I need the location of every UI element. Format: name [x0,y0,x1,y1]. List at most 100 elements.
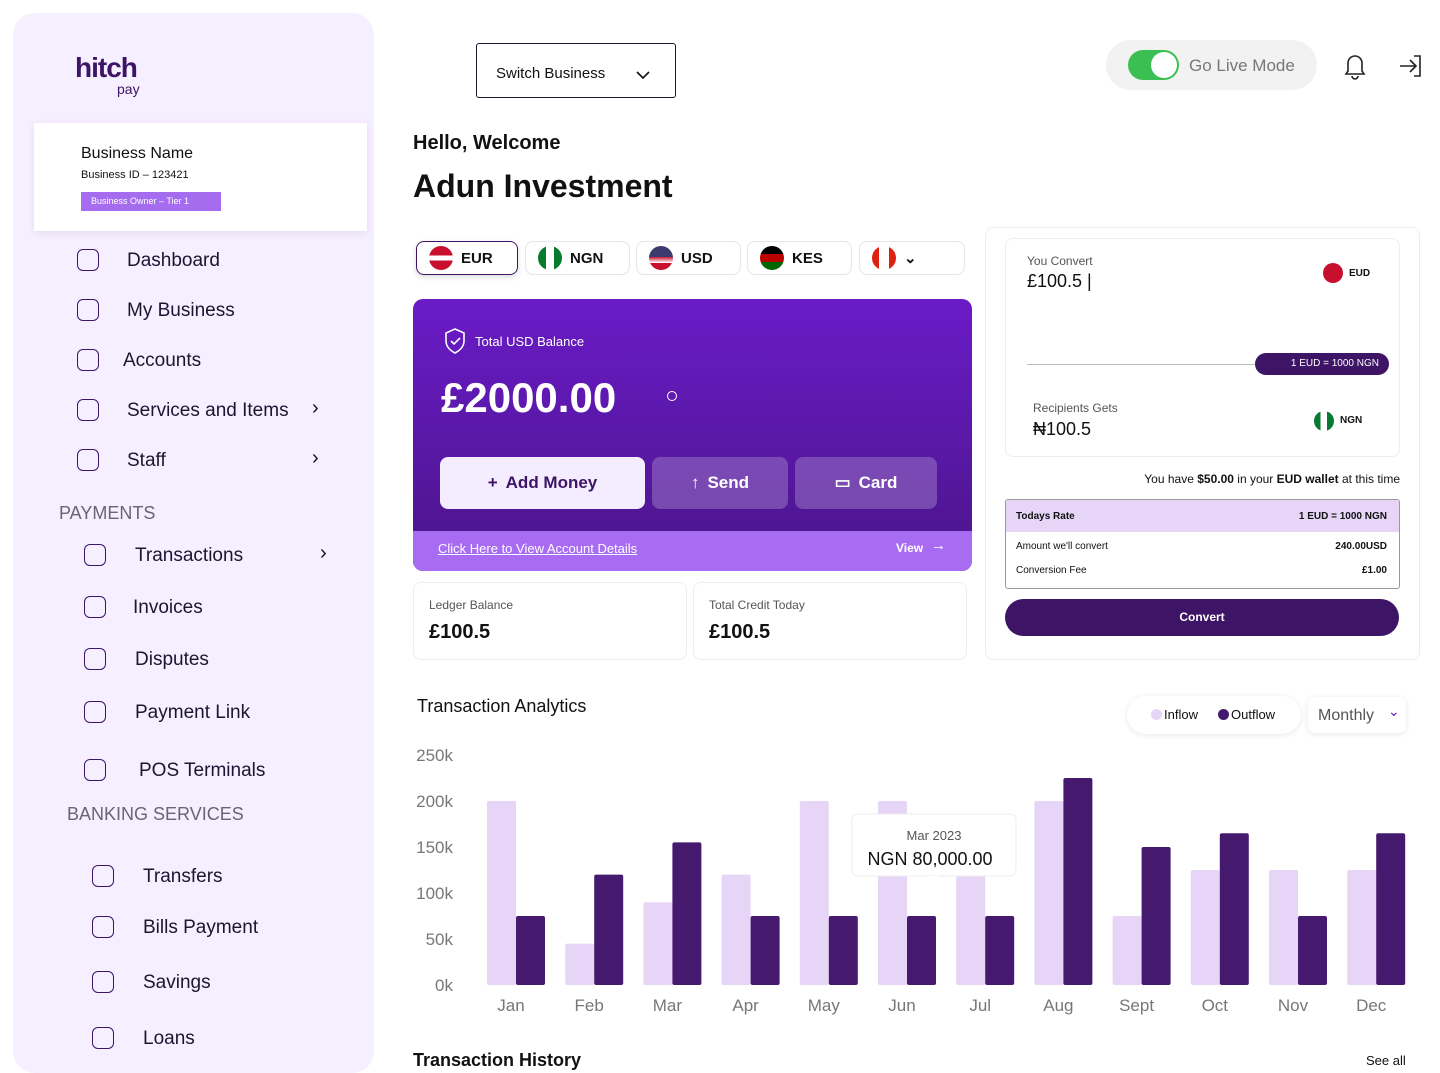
switch [1128,50,1179,80]
credit-value: £100.5 [709,621,771,643]
see-all[interactable]: See all [1366,1053,1406,1068]
menu-label: Payment Link [135,702,251,723]
account-link[interactable]: Click Here to View Account Details [438,541,638,556]
menu-item[interactable]: Savings [40,963,350,1003]
y-tick-label: 100k [416,884,453,903]
currency-tab[interactable]: KES [747,241,852,275]
card-button[interactable]: ▭ Card [795,457,937,509]
account-strip: Click Here to View Account Details View … [413,531,972,571]
wallet-note: You have $50.00 in your EUD wallet at th… [1144,472,1400,486]
currency-tab[interactable]: NGN [525,241,630,275]
to-currency[interactable]: NGN [1340,415,1363,426]
menu-icon [84,648,106,670]
menu-item[interactable]: Bills Payment [40,908,350,948]
y-tick-label: 150k [416,838,453,857]
flag [1314,411,1334,431]
menu-item[interactable]: Accounts [40,341,350,381]
divider [1027,364,1255,365]
bar [643,902,673,985]
chevron: › [312,397,319,419]
send-button[interactable]: ↑ Send [652,457,788,509]
rate-key: Amount we'll convert [1016,541,1108,552]
x-tick-label: Oct [1202,996,1229,1015]
menu-label: Transactions [135,545,244,566]
chevron: ⌄ [1388,703,1400,719]
bar [1034,801,1064,985]
recipient-label: Recipients Gets [1033,401,1118,415]
ledger-value: £100.5 [429,621,491,643]
bar [1112,916,1142,985]
bar [1376,833,1406,985]
menu-item[interactable]: My Business [40,291,350,331]
bar [565,943,595,985]
flag [1323,263,1343,283]
convert-amount[interactable]: £100.5 | [1027,271,1092,291]
x-tick-label: Sept [1119,996,1154,1015]
logout-icon[interactable] [1398,54,1424,78]
credit-label: Total Credit Today [709,598,805,612]
y-tick-label: 200k [416,792,453,811]
period-select[interactable]: Monthly ⌄ [1308,697,1406,733]
from-currency[interactable]: EUD [1349,268,1371,279]
bar [1219,833,1249,985]
switch-business[interactable]: Switch Business [476,43,676,98]
flag [649,246,673,270]
chevron [636,71,650,80]
button-label: Card [858,473,898,492]
rate-table: Todays Rate 1 EUD = 1000 NGN Amount we'll … [1005,499,1400,589]
menu-item[interactable]: Invoices [40,588,350,628]
convert-button[interactable]: Convert [1005,599,1399,636]
tooltip-pointer [926,876,940,883]
more-currencies[interactable]: ⌄ [859,241,965,275]
bell-icon[interactable] [1342,52,1368,80]
currency-code: USD [681,249,713,267]
bar [1141,847,1171,985]
x-tick-label: Nov [1278,996,1309,1015]
x-tick-label: Apr [732,996,759,1015]
menu-icon [77,449,99,471]
rate-row: Amount we'll convert 240.00USD [1006,532,1399,556]
balance-amount: £2000.00 [441,374,617,421]
menu-icon [77,399,99,421]
x-tick-label: Dec [1356,996,1387,1015]
bar [907,916,936,985]
menu-item[interactable]: Dashboard [40,241,350,281]
legend-label: Inflow [1164,707,1198,722]
bar [828,916,858,985]
bar [594,874,624,985]
switch-label: Switch Business [496,65,606,82]
menu-item[interactable]: Payment Link [40,693,350,733]
period-label: Monthly [1318,707,1375,724]
legend-label: Outflow [1231,707,1276,722]
menu-item[interactable]: Transactions › [40,536,350,576]
currency-tab[interactable]: EUR [416,241,518,275]
menu-item[interactable]: Transfers [40,857,350,897]
menu-item[interactable]: Services and Items › [40,391,350,431]
tooltip-date: Mar 2023 [907,828,962,843]
y-tick-label: 0k [435,976,453,995]
knob [1151,52,1177,78]
menu-item[interactable]: Loans [40,1019,350,1059]
rate-row: Conversion Fee £1.00 [1006,556,1399,580]
live-toggle[interactable]: Go Live Mode [1106,40,1317,90]
menu-label: Bills Payment [143,917,259,938]
menu-item[interactable]: POS Terminals [40,751,350,791]
eye-icon[interactable] [667,391,677,401]
arrow: → [931,537,946,554]
x-tick-label: Mar [653,996,683,1015]
menu-icon [77,349,99,371]
menu-icon [84,759,106,781]
bar [750,916,780,985]
menu-label: Dashboard [127,250,220,271]
view-link[interactable]: View [896,541,924,555]
bar [487,801,516,985]
add-money-button[interactable]: + Add Money [440,457,645,509]
menu-item[interactable]: Disputes [40,640,350,680]
business-role: Business Owner – Tier 1 [81,192,221,211]
button-label: Add Money [505,473,598,492]
currency-tab[interactable]: USD [636,241,741,275]
bar [672,842,702,985]
menu-item[interactable]: Staff › [40,441,350,481]
menu-icon [84,596,106,618]
